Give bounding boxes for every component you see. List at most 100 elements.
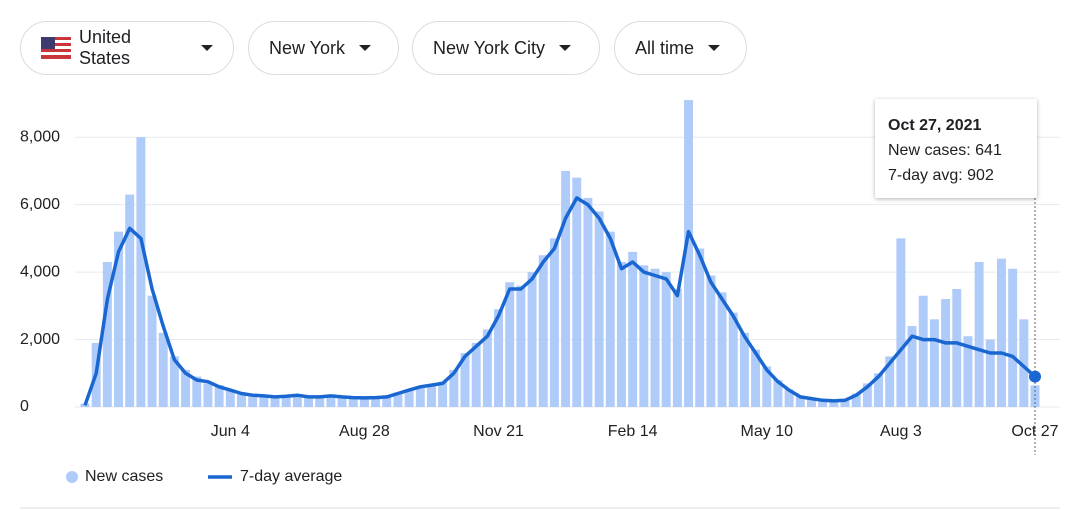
bar bbox=[997, 258, 1006, 407]
x-tick-label: May 10 bbox=[741, 423, 794, 440]
bar bbox=[762, 366, 772, 407]
bar bbox=[549, 238, 559, 407]
dropdown-label: All time bbox=[635, 37, 695, 58]
bar bbox=[281, 395, 291, 407]
bar bbox=[136, 137, 146, 407]
bar bbox=[1019, 319, 1029, 407]
bar bbox=[337, 396, 347, 407]
bar bbox=[583, 197, 593, 407]
range-dropdown[interactable]: All time bbox=[614, 21, 747, 75]
bar bbox=[650, 268, 660, 407]
x-tick-label: Aug 28 bbox=[339, 423, 390, 440]
bar bbox=[427, 384, 436, 407]
bar bbox=[371, 396, 381, 407]
bar bbox=[482, 329, 492, 407]
bar bbox=[695, 248, 705, 407]
bar bbox=[359, 397, 369, 407]
bar bbox=[214, 385, 224, 407]
bar bbox=[158, 332, 168, 407]
bar bbox=[739, 332, 749, 407]
legend-label: New cases bbox=[85, 468, 163, 485]
bar bbox=[851, 393, 861, 407]
dropdown-label: New York bbox=[269, 37, 346, 58]
bar bbox=[840, 399, 850, 407]
bar bbox=[706, 275, 716, 407]
bar bbox=[404, 389, 414, 407]
tooltip: Oct 27, 2021 New cases: 641 7-day avg: 9… bbox=[875, 99, 1037, 198]
bar bbox=[248, 394, 258, 407]
bar bbox=[192, 376, 202, 407]
country-dropdown[interactable]: United States bbox=[20, 21, 234, 75]
bar bbox=[684, 100, 693, 408]
bar bbox=[415, 386, 425, 407]
legend-swatch bbox=[66, 471, 78, 483]
bar bbox=[471, 342, 481, 407]
bar bbox=[1008, 268, 1018, 407]
bar bbox=[985, 339, 995, 407]
bar bbox=[270, 395, 280, 407]
bar bbox=[594, 211, 604, 407]
state-dropdown[interactable]: New York bbox=[248, 21, 399, 75]
bar bbox=[102, 261, 112, 407]
bar bbox=[617, 261, 626, 407]
dropdown-label: United States bbox=[78, 27, 132, 68]
bar bbox=[225, 390, 235, 407]
bar bbox=[572, 177, 582, 407]
y-tick-label: 6,000 bbox=[20, 196, 60, 213]
bar bbox=[304, 396, 313, 407]
bar bbox=[80, 403, 90, 407]
bar bbox=[505, 282, 515, 407]
bar bbox=[527, 272, 537, 407]
bar bbox=[494, 309, 503, 407]
bar bbox=[147, 295, 157, 407]
x-tick-label: Feb 14 bbox=[608, 423, 658, 440]
bar bbox=[773, 380, 783, 407]
bar bbox=[885, 356, 895, 407]
bar bbox=[438, 381, 448, 407]
city-dropdown[interactable]: New York City bbox=[412, 21, 600, 75]
x-tick-label: Aug 3 bbox=[880, 423, 922, 440]
x-tick-label: Jun 4 bbox=[211, 423, 250, 440]
bar bbox=[784, 389, 794, 407]
us-flag bbox=[41, 37, 71, 59]
bar bbox=[1030, 385, 1040, 407]
bar bbox=[125, 194, 135, 407]
bar bbox=[807, 398, 816, 407]
bar bbox=[952, 288, 962, 407]
bar bbox=[393, 392, 403, 407]
bar bbox=[918, 295, 928, 407]
bar bbox=[259, 395, 269, 407]
y-tick-label: 4,000 bbox=[20, 263, 60, 280]
bar bbox=[315, 395, 325, 407]
bar bbox=[516, 285, 526, 407]
bar bbox=[169, 356, 179, 407]
bar bbox=[672, 288, 682, 407]
bar bbox=[717, 292, 727, 407]
bar bbox=[661, 272, 671, 407]
bar bbox=[449, 369, 459, 407]
bar bbox=[639, 265, 649, 407]
bar bbox=[728, 312, 738, 407]
bar bbox=[929, 319, 939, 407]
bar bbox=[628, 251, 638, 407]
x-tick-label: Nov 21 bbox=[473, 423, 524, 440]
y-tick-label: 8,000 bbox=[20, 128, 60, 145]
bar bbox=[795, 396, 805, 407]
y-tick-label: 2,000 bbox=[20, 331, 60, 348]
legend-label: 7-day average bbox=[240, 468, 342, 485]
line bbox=[83, 196, 1037, 406]
bar bbox=[382, 395, 392, 407]
hover-dot bbox=[1029, 370, 1041, 383]
tooltip-line: New cases: 641 bbox=[888, 142, 1002, 159]
bar bbox=[907, 326, 917, 407]
bar bbox=[941, 299, 951, 407]
bar bbox=[203, 383, 213, 407]
tooltip-line: 7-day avg: 902 bbox=[888, 167, 994, 184]
bar bbox=[896, 238, 906, 407]
tooltip-title: Oct 27, 2021 bbox=[888, 117, 982, 134]
bar bbox=[237, 392, 246, 407]
bar bbox=[348, 396, 358, 407]
bar bbox=[292, 394, 302, 407]
